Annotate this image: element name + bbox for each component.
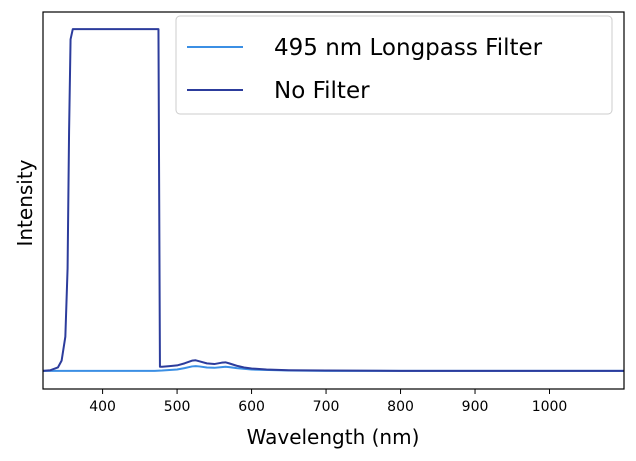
series-line-no-filter [42,28,624,372]
x-tick-label: 700 [313,399,340,415]
x-tick-label: 800 [387,399,414,415]
x-tick-label: 400 [89,399,116,415]
x-axis-label: Wavelength (nm) [247,425,420,449]
x-tick-label: 500 [164,399,191,415]
legend-label-no-filter: No Filter [274,78,370,104]
x-tick-label: 600 [238,399,265,415]
legend-box [175,15,613,115]
legend: 495 nm Longpass Filter No Filter [175,15,613,115]
y-axis-label: Intensity [13,159,37,246]
x-tick-label: 1000 [532,399,568,415]
legend-label-longpass: 495 nm Longpass Filter [274,35,543,61]
x-tick-label: 900 [462,399,489,415]
plot-frame [42,11,625,390]
